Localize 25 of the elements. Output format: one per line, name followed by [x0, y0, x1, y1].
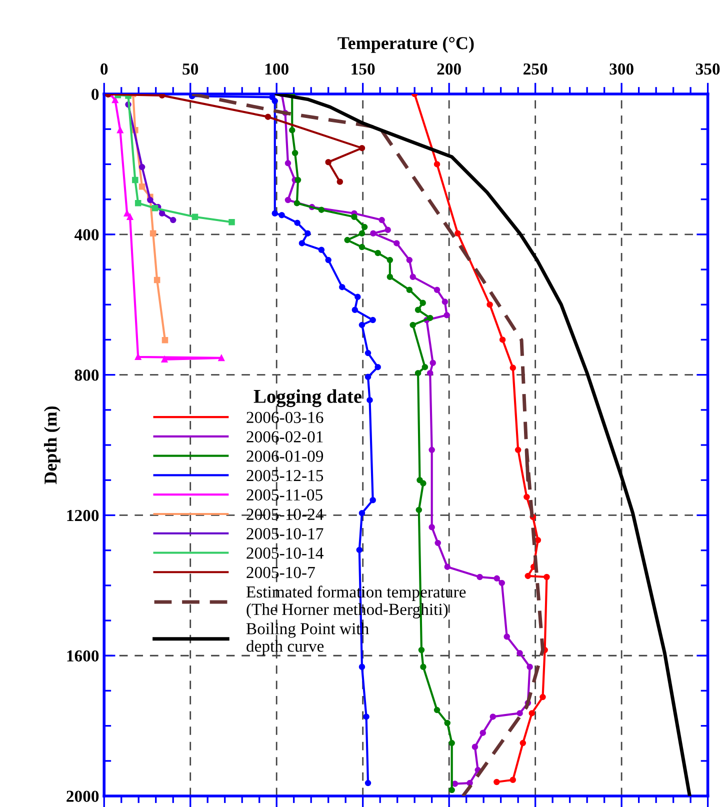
- legend-label: 2005-10-7: [246, 566, 315, 578]
- legend-label: 2005-11-05: [246, 489, 322, 501]
- y-tick-label: 1600: [67, 650, 99, 662]
- y-tick-label: 2000: [66, 790, 99, 802]
- legend-label: 2006-03-16: [246, 412, 324, 424]
- x-tick-label: 0: [100, 63, 108, 75]
- legend-label: 2005-10-17: [246, 528, 324, 540]
- x-tick-label: 250: [524, 63, 548, 75]
- x-axis-title: Temperature (°C): [338, 36, 474, 53]
- y-tick-label: 400: [74, 229, 99, 240]
- legend-label: 2005-10-14: [246, 548, 324, 559]
- x-tick-label: 300: [610, 63, 634, 75]
- y-tick-label: 800: [74, 370, 99, 381]
- x-tick-label: 350: [696, 63, 720, 75]
- legend-label: 2005-12-15: [246, 470, 324, 482]
- legend-label: 2006-02-01: [246, 431, 323, 442]
- x-tick-label: 200: [437, 63, 461, 75]
- y-axis-title: Depth (m): [44, 406, 60, 484]
- legend-title: Logging date: [254, 389, 362, 408]
- x-tick-label: 50: [182, 63, 198, 75]
- x-tick-label: 150: [352, 63, 375, 75]
- y-tick-label: 0: [92, 88, 99, 100]
- legend-label: 2005-10-24: [246, 508, 324, 520]
- x-tick-label: 100: [265, 63, 288, 75]
- y-tick-label: 1200: [67, 510, 99, 522]
